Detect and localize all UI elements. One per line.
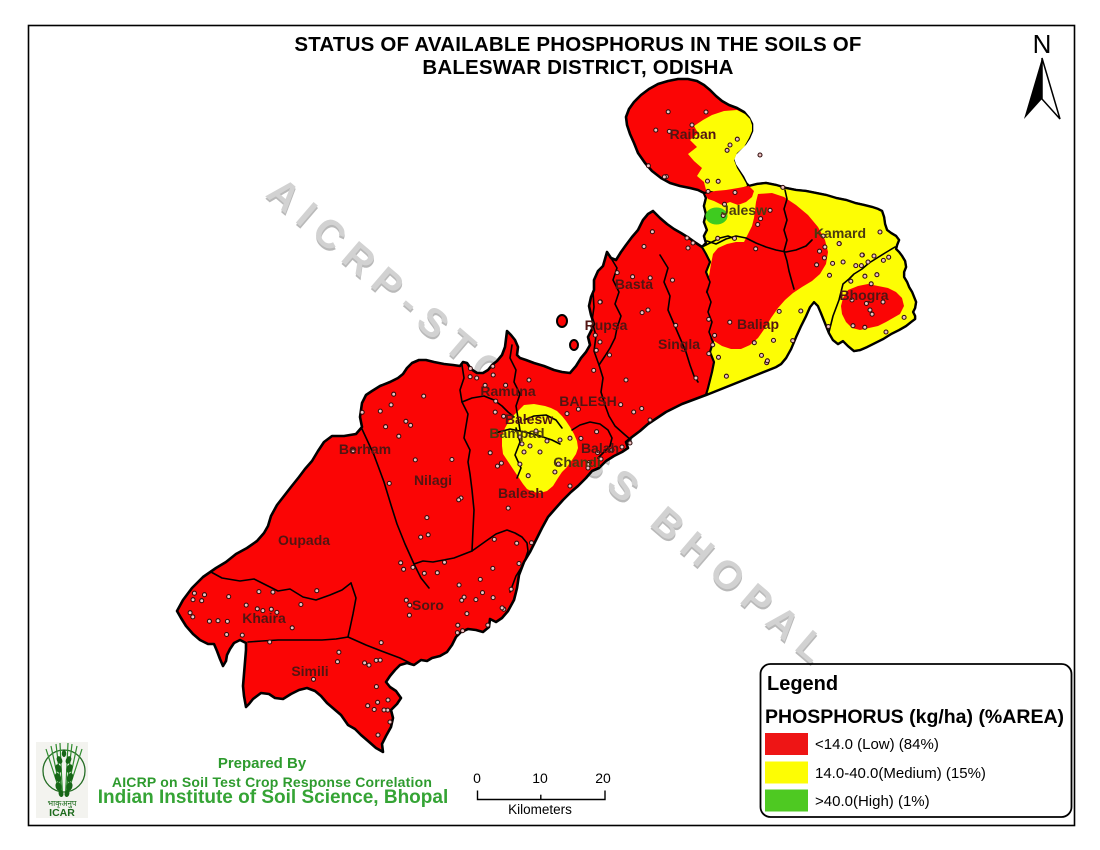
svg-text:Oupada: Oupada xyxy=(278,532,330,548)
svg-text:14.0-40.0(Medium) (15%): 14.0-40.0(Medium) (15%) xyxy=(815,765,986,782)
svg-text:Simili: Simili xyxy=(291,663,328,679)
svg-text:Kilometers: Kilometers xyxy=(508,802,572,817)
svg-text:Khaira: Khaira xyxy=(242,610,286,626)
svg-text:Rupsa: Rupsa xyxy=(585,317,628,333)
svg-text:>40.0(High) (1%): >40.0(High) (1%) xyxy=(815,793,930,810)
svg-text:BALESH: BALESH xyxy=(559,393,617,409)
svg-text:Chandi: Chandi xyxy=(553,454,600,470)
svg-text:Baliap: Baliap xyxy=(737,316,779,332)
svg-text:Bampad: Bampad xyxy=(489,425,544,441)
svg-text:20: 20 xyxy=(595,770,611,786)
svg-text:Nilagi: Nilagi xyxy=(414,472,452,488)
svg-text:Singla: Singla xyxy=(658,336,700,352)
svg-text:BALESWAR DISTRICT, ODISHA: BALESWAR DISTRICT, ODISHA xyxy=(422,56,733,79)
svg-text:Balesw: Balesw xyxy=(505,411,553,427)
svg-text:Prepared By: Prepared By xyxy=(218,755,307,772)
svg-text:Soro: Soro xyxy=(412,597,444,613)
svg-text:Berham: Berham xyxy=(339,441,391,457)
svg-text:PHOSPHORUS (kg/ha) (%AREA): PHOSPHORUS (kg/ha) (%AREA) xyxy=(765,706,1064,728)
svg-text:Ramuna: Ramuna xyxy=(480,383,535,399)
svg-text:N: N xyxy=(1033,29,1052,59)
svg-text:भाकृअनुप: भाकृअनुप xyxy=(48,799,77,809)
svg-text:Balesh: Balesh xyxy=(498,485,544,501)
svg-text:Legend: Legend xyxy=(767,673,838,695)
svg-text:<14.0 (Low) (84%): <14.0 (Low) (84%) xyxy=(815,736,939,753)
svg-text:0: 0 xyxy=(473,770,481,786)
svg-text:Balah: Balah xyxy=(581,440,619,456)
svg-text:ICAR: ICAR xyxy=(49,807,75,819)
svg-text:AICRP on Soil Test Crop Respon: AICRP on Soil Test Crop Response Correla… xyxy=(112,774,432,790)
svg-text:Raiban: Raiban xyxy=(670,126,717,142)
svg-text:Bhogra: Bhogra xyxy=(840,287,889,303)
svg-text:Kamard: Kamard xyxy=(814,225,866,241)
svg-text:10: 10 xyxy=(532,770,548,786)
svg-text:Jalesw: Jalesw xyxy=(721,202,767,218)
svg-text:STATUS OF AVAILABLE PHOSPHORUS: STATUS OF AVAILABLE PHOSPHORUS IN THE SO… xyxy=(294,33,861,56)
svg-text:Basta: Basta xyxy=(615,276,653,292)
svg-text:Indian Institute of Soil Scien: Indian Institute of Soil Science, Bhopal xyxy=(98,787,448,808)
